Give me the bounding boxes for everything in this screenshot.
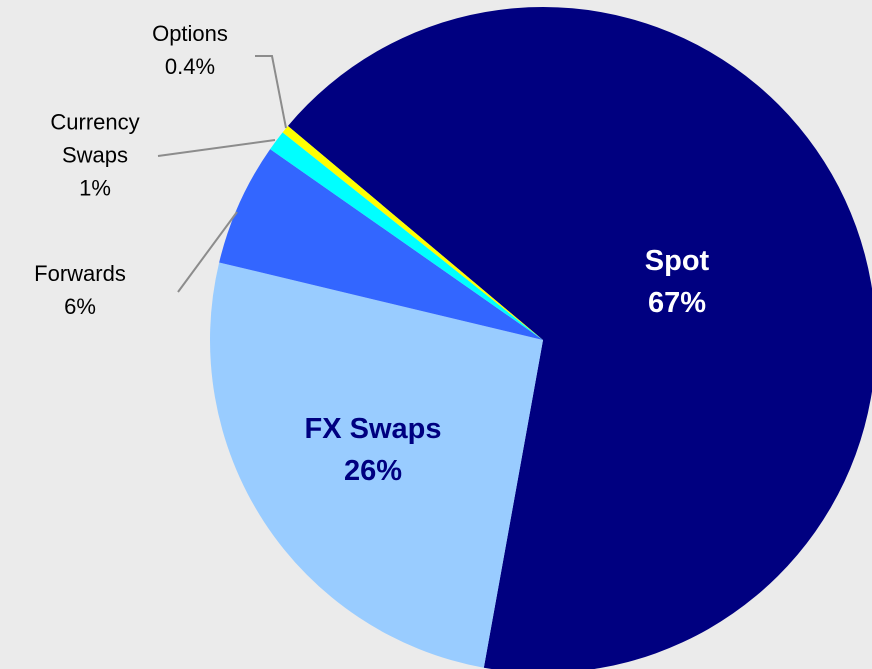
- pie-slice: [287, 7, 872, 669]
- leader-line: [255, 55, 287, 129]
- slice-value: 0.4%: [164, 54, 216, 79]
- pie-slice: [270, 132, 543, 340]
- slice-label: Options 0.4%: [120, 17, 260, 83]
- slice-name: Spot: [644, 244, 710, 277]
- slice-name: FX Swaps: [304, 412, 442, 445]
- pie-slice: [282, 125, 543, 341]
- leader-line: [177, 211, 238, 293]
- slice-name: Forwards: [34, 261, 126, 286]
- pie-slice: [209, 262, 543, 668]
- slice-label: Currency Swaps 1%: [25, 106, 165, 205]
- slice-label: Spot 67%: [577, 240, 777, 324]
- pie-slice: [219, 149, 544, 340]
- slice-value: 1%: [79, 175, 111, 201]
- slice-value: 67%: [647, 287, 707, 319]
- slice-name: Currency Swaps: [50, 109, 140, 168]
- slice-label: Forwards 6%: [5, 257, 155, 323]
- slice-name: Options: [152, 21, 228, 46]
- slice-value: 26%: [343, 455, 403, 487]
- slice-value: 6%: [64, 294, 96, 319]
- leader-line: [157, 139, 276, 157]
- slice-label: FX Swaps 26%: [248, 408, 498, 492]
